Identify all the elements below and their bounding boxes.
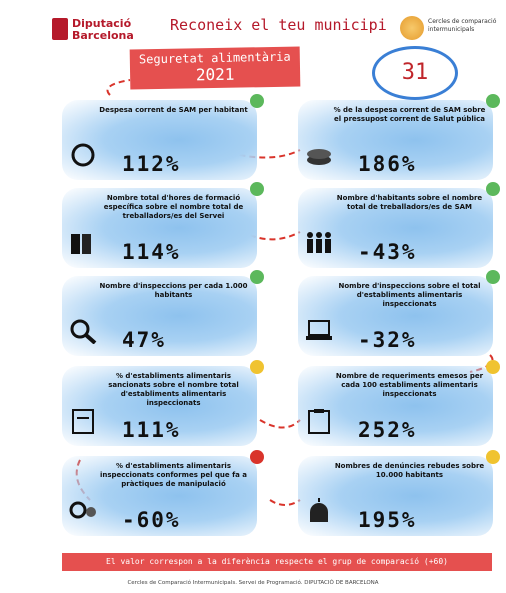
status-dot (250, 450, 264, 464)
metric-value: 195% (358, 508, 417, 532)
metric-value: 252% (358, 418, 417, 442)
metric-icon (68, 142, 98, 168)
metric-icon (68, 408, 98, 434)
metric-value: -43% (358, 240, 417, 264)
metric-value: 111% (122, 418, 181, 442)
status-dot (250, 182, 264, 196)
partner-mark (400, 16, 424, 40)
icon-graphic (304, 408, 334, 434)
icon-graphic (304, 318, 334, 344)
status-dot (486, 182, 500, 196)
metric-value: 112% (122, 152, 181, 176)
metric-icon (304, 230, 334, 256)
metric-card: Nombre total d'hores de formació específ… (62, 188, 257, 268)
footer-note: El valor correspon a la diferència respe… (62, 553, 492, 571)
metric-description: % d'establiments alimentaris sancionats … (96, 372, 251, 408)
metric-card: Nombres de denúncies rebudes sobre 10.00… (298, 456, 493, 536)
status-dot (250, 360, 264, 374)
metric-card: % d'establiments alimentaris inspecciona… (62, 456, 257, 536)
status-dot (486, 450, 500, 464)
status-dot (486, 270, 500, 284)
status-dot (250, 94, 264, 108)
icon-graphic (68, 230, 98, 256)
metric-value: -60% (122, 508, 181, 532)
logo-mark (52, 18, 68, 40)
metric-card: Nombre de requeriments emesos per cada 1… (298, 366, 493, 446)
metric-card: Nombre d'habitants sobre el nombre total… (298, 188, 493, 268)
icon-graphic (68, 142, 98, 168)
banner: Seguretat alimentària 2021 (130, 47, 301, 90)
metric-value: -32% (358, 328, 417, 352)
metric-value: 47% (122, 328, 166, 352)
metric-description: Nombre total d'hores de formació específ… (96, 194, 251, 221)
metric-card: % de la despesa corrent de SAM sobre el … (298, 100, 493, 180)
metric-icon (304, 498, 334, 524)
metric-card: Despesa corrent de SAM per habitant 112% (62, 100, 257, 180)
footer-credit: Cercles de Comparació Intermunicipals. S… (0, 580, 506, 586)
metric-description: Nombre de requeriments emesos per cada 1… (332, 372, 487, 399)
partner-text: Cercles de comparació intermunicipals (428, 18, 498, 34)
icon-graphic (68, 318, 98, 344)
page-title: Reconeix el teu municipi (170, 16, 387, 34)
metric-icon (68, 230, 98, 256)
metric-description: Despesa corrent de SAM per habitant (96, 106, 251, 115)
status-dot (486, 94, 500, 108)
metric-icon (304, 318, 334, 344)
page: Diputació Barcelona Reconeix el teu muni… (0, 0, 506, 593)
metric-card: Nombre d'inspeccions sobre el total d'es… (298, 276, 493, 356)
metric-description: Nombres de denúncies rebudes sobre 10.00… (332, 462, 487, 480)
metric-value: 114% (122, 240, 181, 264)
metric-description: Nombre d'inspeccions per cada 1.000 habi… (96, 282, 251, 300)
metric-icon (68, 318, 98, 344)
metric-icon (304, 142, 334, 168)
metric-description: % d'establiments alimentaris inspecciona… (96, 462, 251, 489)
banner-year: 2021 (130, 64, 300, 86)
metric-value: 186% (358, 152, 417, 176)
status-dot (250, 270, 264, 284)
badge: 31 (372, 46, 458, 100)
icon-graphic (304, 498, 334, 524)
banner-title: Seguretat alimentària (130, 50, 300, 67)
metric-icon (304, 408, 334, 434)
logo-text: Diputació Barcelona (72, 18, 132, 42)
status-dot (486, 360, 500, 374)
metric-description: Nombre d'habitants sobre el nombre total… (332, 194, 487, 212)
metric-description: % de la despesa corrent de SAM sobre el … (332, 106, 487, 124)
metric-card: % d'establiments alimentaris sancionats … (62, 366, 257, 446)
icon-graphic (68, 498, 98, 524)
metric-icon (68, 498, 98, 524)
icon-graphic (304, 230, 334, 256)
metric-card: Nombre d'inspeccions per cada 1.000 habi… (62, 276, 257, 356)
icon-graphic (68, 408, 98, 434)
metric-description: Nombre d'inspeccions sobre el total d'es… (332, 282, 487, 309)
icon-graphic (304, 142, 334, 168)
